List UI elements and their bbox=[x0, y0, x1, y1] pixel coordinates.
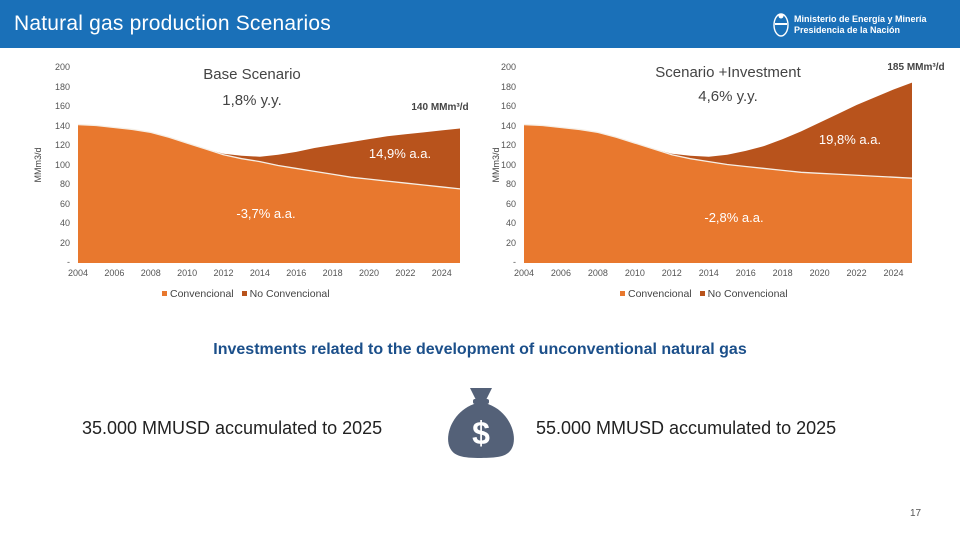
legend-swatch bbox=[162, 291, 167, 297]
x-tick-label: 2006 bbox=[550, 268, 571, 278]
y-tick-label: 100 bbox=[500, 159, 516, 170]
y-axis-label: MMm3/d bbox=[491, 147, 501, 183]
y-tick-label: 120 bbox=[54, 140, 70, 150]
boundary-line bbox=[523, 123, 913, 179]
x-tick-label: 2022 bbox=[395, 268, 416, 278]
x-tick-label: 2006 bbox=[104, 268, 125, 278]
x-tick-label: 2020 bbox=[809, 268, 830, 278]
y-tick-label: 200 bbox=[500, 62, 516, 72]
x-tick-label: 2020 bbox=[359, 268, 380, 278]
y-tick-label: 140 bbox=[54, 120, 70, 131]
area-convencional bbox=[78, 124, 460, 263]
logo-line-1: Ministerio de Energía y Minería bbox=[794, 14, 927, 24]
x-tick-label: 2014 bbox=[698, 268, 719, 278]
legend-swatch bbox=[699, 291, 705, 297]
legend-swatch bbox=[241, 291, 247, 297]
y-tick-label: 100 bbox=[54, 159, 70, 170]
y-tick-label: 20 bbox=[505, 237, 516, 248]
y-tick-label: 160 bbox=[54, 101, 70, 111]
boundary-line bbox=[77, 123, 461, 190]
chart-subtitle: 4,6% y.y. bbox=[698, 88, 758, 105]
legend-label: Convencional bbox=[628, 288, 692, 300]
y-tick-label: 80 bbox=[59, 179, 70, 189]
chart-legend: Convencional No Convencional bbox=[162, 288, 338, 300]
header-bar: Natural gas production Scenarios Ministe… bbox=[0, 0, 960, 48]
y-tick-label: 180 bbox=[500, 81, 516, 92]
unconventional-growth-label: 19,8% a.a. bbox=[818, 132, 882, 147]
y-axis-label: MMm3/d bbox=[33, 147, 43, 183]
legend-label: No Convencional bbox=[707, 288, 788, 300]
x-tick-label: 2004 bbox=[67, 268, 89, 278]
x-tick-label: 2022 bbox=[846, 268, 867, 278]
chart-legend: Convencional No Convencional bbox=[620, 288, 796, 300]
logo-text: Ministerio de Energía y Minería Presiden… bbox=[794, 14, 927, 36]
y-tick-label: 80 bbox=[505, 179, 516, 189]
x-tick-label: 2012 bbox=[661, 268, 682, 278]
x-tick-label: 2018 bbox=[772, 268, 793, 278]
x-tick-label: 2014 bbox=[249, 268, 270, 278]
area-convencional bbox=[524, 124, 912, 263]
y-tick-label: 120 bbox=[500, 140, 516, 150]
y-tick-label: 140 bbox=[500, 120, 516, 131]
x-tick-label: 2008 bbox=[140, 268, 161, 278]
x-tick-label: 2016 bbox=[735, 268, 756, 278]
conventional-decline-label: -3,7% a.a. bbox=[236, 206, 296, 221]
y-tick-label: 40 bbox=[505, 218, 516, 228]
plus-investment-text: 55.000 MMUSD accumulated to 2025 bbox=[536, 418, 837, 438]
area-no-convencional bbox=[78, 124, 460, 189]
area-no-convencional bbox=[524, 82, 912, 179]
y-tick-label: 20 bbox=[59, 237, 70, 248]
y-tick-label: 60 bbox=[59, 198, 70, 209]
y-tick-label: 60 bbox=[505, 198, 516, 209]
x-tick-label: 2018 bbox=[322, 268, 343, 278]
chart-subtitle: 1,8% y.y. bbox=[222, 92, 282, 109]
chart-title: Base Scenario bbox=[203, 66, 301, 83]
x-tick-label: 2010 bbox=[624, 268, 645, 278]
x-tick-label: 2024 bbox=[431, 268, 452, 278]
unconventional-growth-label: 14,9% a.a. bbox=[368, 146, 432, 161]
x-tick-label: 2008 bbox=[587, 268, 608, 278]
chart-svg bbox=[523, 82, 913, 263]
conventional-decline-label: -2,8% a.a. bbox=[704, 210, 764, 225]
y-tick-label: - bbox=[67, 257, 70, 267]
legend-label: Convencional bbox=[170, 288, 234, 300]
money-bag-symbol: $ bbox=[472, 415, 490, 451]
coat-of-arms-icon bbox=[773, 13, 789, 37]
y-tick-label: - bbox=[513, 257, 516, 267]
x-tick-label: 2010 bbox=[177, 268, 198, 278]
end-value-label: 140 MMm³/d bbox=[411, 102, 469, 113]
page-number: 17 bbox=[910, 508, 922, 519]
investments-title: Investments related to the development o… bbox=[213, 341, 747, 358]
base-scenario-chart: 200 180 160 140 120 100 80 60 40 20 -2004 2006 2008 2… bbox=[0, 52, 470, 312]
y-tick-label: 160 bbox=[500, 101, 516, 111]
money-bag-icon: $ bbox=[448, 388, 514, 458]
x-tick-label: 2024 bbox=[883, 268, 904, 278]
y-tick-label: 200 bbox=[54, 62, 70, 72]
legend-label: No Convencional bbox=[249, 288, 330, 300]
x-tick-label: 2016 bbox=[286, 268, 307, 278]
x-tick-label: 2004 bbox=[513, 268, 535, 278]
chart-title: Scenario +Investment bbox=[655, 64, 801, 81]
base-investment-text: 35.000 MMUSD accumulated to 2025 bbox=[82, 418, 383, 438]
page-title: Natural gas production Scenarios bbox=[14, 12, 331, 35]
ministry-logo: Ministerio de Energía y Minería Presiden… bbox=[772, 10, 952, 40]
chart-svg bbox=[77, 123, 461, 263]
investment-scenario-chart: 200 180 160 140 120 100 80 60 40 20 -2004 2006 2008 2… bbox=[480, 52, 950, 312]
y-tick-label: 40 bbox=[59, 218, 70, 228]
end-value-label: 185 MMm³/d bbox=[887, 62, 945, 73]
x-tick-label: 2012 bbox=[213, 268, 234, 278]
legend-swatch bbox=[620, 291, 625, 297]
y-tick-label: 180 bbox=[54, 81, 70, 92]
logo-line-2: Presidencia de la Nación bbox=[794, 25, 901, 35]
